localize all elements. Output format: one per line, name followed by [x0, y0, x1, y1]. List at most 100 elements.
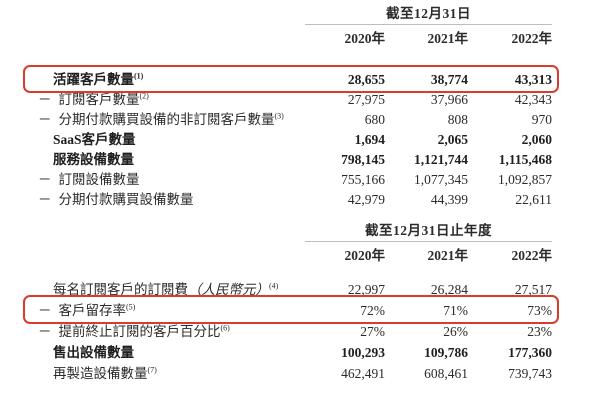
dash-prefix: － [38, 192, 52, 207]
metric-value: 27% [360, 324, 385, 339]
metric-value: 42,979 [347, 192, 385, 207]
metric-value: 1,694 [354, 132, 385, 147]
table-row: － 提前終止訂閱的客戶百分比(6) 27% 26% 23% [38, 321, 552, 342]
year-column-header: 2022年 [511, 31, 553, 46]
row-label-text: 分期付款購買設備數量 [58, 192, 194, 207]
period-caption: 截至12月31日止年度 [305, 223, 552, 242]
table-row: SaaS客戶數量 1,694 2,065 2,060 [38, 130, 552, 150]
metric-value: 26% [443, 324, 468, 339]
metric-value: 608,461 [424, 366, 468, 381]
metric-value: 44,399 [430, 192, 468, 207]
dash-prefix: － [38, 92, 52, 107]
footnote-superscript: (3) [274, 111, 284, 121]
metric-value: 73% [527, 303, 552, 318]
row-label-text: 訂閱客戶數量 [58, 92, 140, 107]
metric-value: 177,360 [508, 345, 552, 360]
metric-value: 42,343 [514, 92, 552, 107]
row-label-text: 售出設備數量 [53, 345, 134, 360]
metric-value: 27,975 [347, 92, 385, 107]
metric-value: 27,517 [514, 282, 552, 297]
metric-value: 2,065 [437, 132, 468, 147]
metric-value: 100,293 [341, 345, 385, 360]
row-label-text: 訂閱設備數量 [58, 172, 140, 187]
year-column-header: 2021年 [427, 248, 469, 263]
row-label-text: SaaS客戶數量 [53, 132, 136, 147]
table-row: － 分期付款購買設備數量 42,979 44,399 22,611 [38, 190, 552, 210]
row-label-text: 服務設備數量 [53, 152, 134, 167]
metric-value: 808 [447, 112, 468, 127]
row-label: 服務設備數量 [38, 150, 305, 170]
metric-value: 22,611 [515, 192, 552, 207]
row-label: 活躍客戶數量(1) [38, 70, 305, 90]
table-row: 再製造設備數量(7) 462,491 608,461 739,743 [38, 363, 552, 384]
metric-value: 798,145 [341, 152, 385, 167]
row-label: － 訂閱設備數量 [38, 170, 305, 190]
metric-value: 23% [527, 324, 552, 339]
table-row: － 分期付款購買設備的非訂閱客戶數量(3) 680 808 970 [38, 110, 552, 130]
table-row: － 訂閱客戶數量(2) 27,975 37,966 42,343 [38, 90, 552, 110]
year-column-header: 2022年 [511, 248, 553, 263]
period-caption: 截至12月31日 [305, 6, 552, 25]
row-label: SaaS客戶數量 [38, 130, 305, 150]
metric-value: 680 [364, 112, 385, 127]
row-label-text: 客戶留存率 [58, 303, 127, 318]
metric-value: 755,166 [341, 172, 385, 187]
year-column-header: 2021年 [427, 31, 469, 46]
year-column-header: 2020年 [344, 248, 386, 263]
row-label: － 客戶留存率(5) [38, 300, 305, 321]
row-label: 售出設備數量 [38, 342, 305, 363]
dash-prefix: － [38, 324, 52, 339]
metric-value: 28,655 [347, 72, 385, 87]
dash-prefix: － [38, 112, 52, 127]
row-label: 再製造設備數量(7) [38, 363, 305, 384]
row-label: － 分期付款購買設備數量 [38, 190, 305, 210]
rows-container: 每名訂閱客戶的訂閱費（人民幣元）(4) 22,997 26,284 27,517 －… [23, 279, 559, 384]
metric-value: 38,774 [430, 72, 468, 87]
table-row: 售出設備數量 100,293 109,786 177,360 [38, 342, 552, 363]
metric-value: 72% [360, 303, 385, 318]
table-row: 每名訂閱客戶的訂閱費（人民幣元）(4) 22,997 26,284 27,517 [38, 279, 552, 300]
year-header-row: 2020年 2021年 2022年 [38, 246, 553, 266]
metric-value: 970 [531, 112, 552, 127]
metric-value: 71% [443, 303, 468, 318]
rows-container: 活躍客戶數量(1) 28,655 38,774 43,313 － 訂閱客戶數量(2) … [23, 65, 559, 210]
metric-value: 1,121,744 [414, 152, 468, 167]
row-label: 每名訂閱客戶的訂閱費（人民幣元）(4) [38, 279, 305, 300]
row-label: － 訂閱客戶數量(2) [38, 90, 305, 110]
footnote-superscript: (4) [269, 281, 279, 291]
metric-value: 22,997 [347, 282, 385, 297]
footnote-superscript: (2) [139, 91, 149, 101]
row-label: － 分期付款購買設備的非訂閱客戶數量(3) [38, 110, 305, 130]
row-label-text: 再製造設備數量 [53, 366, 148, 381]
row-label-parenthetical: （人民幣元） [188, 282, 269, 297]
row-label-text: 提前終止訂閱的客戶百分比 [58, 324, 221, 339]
table-row: － 客戶留存率(5) 72% 71% 73% [23, 295, 559, 324]
metric-value: 37,966 [430, 92, 468, 107]
metric-value: 2,060 [521, 132, 552, 147]
row-label-text: 每名訂閱客戶的訂閱費 [53, 282, 188, 297]
year-column-header: 2020年 [344, 31, 386, 46]
row-label-text: 分期付款購買設備的非訂閱客戶數量 [58, 112, 275, 127]
footnote-superscript: (6) [220, 323, 230, 333]
dash-prefix: － [38, 172, 52, 187]
metric-value: 43,313 [514, 72, 552, 87]
footnote-superscript: (7) [147, 365, 157, 375]
row-label: － 提前終止訂閱的客戶百分比(6) [38, 321, 305, 342]
dash-prefix: － [38, 303, 52, 318]
table-row: 服務設備數量 798,145 1,121,744 1,115,468 [38, 150, 552, 170]
year-header-row: 2020年 2021年 2022年 [38, 29, 553, 49]
metric-value: 462,491 [341, 366, 385, 381]
metric-value: 739,743 [508, 366, 552, 381]
metric-value: 1,115,468 [498, 152, 552, 167]
metric-value: 1,077,345 [414, 172, 468, 187]
row-label-text: 活躍客戶數量 [53, 72, 134, 87]
table-row: － 訂閱設備數量 755,166 1,077,345 1,092,857 [38, 170, 552, 190]
metrics-table: 截至12月31日止年度 2020年 2021年 2022年 每名訂閱客戶的訂閱費（人… [0, 223, 600, 384]
metric-value: 1,092,857 [498, 172, 552, 187]
table-row: 活躍客戶數量(1) 28,655 38,774 43,313 [23, 65, 559, 93]
metric-value: 26,284 [430, 282, 468, 297]
footnote-superscript: (1) [134, 71, 144, 81]
footnote-superscript: (5) [126, 302, 136, 312]
metric-value: 109,786 [424, 345, 468, 360]
